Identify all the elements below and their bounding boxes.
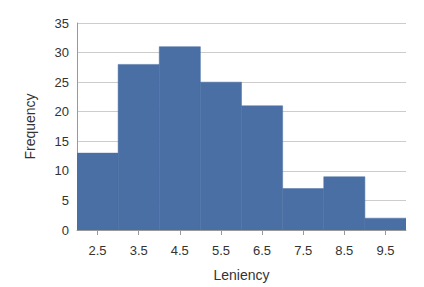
svg-text:0: 0	[62, 223, 69, 238]
svg-text:20: 20	[55, 104, 69, 119]
svg-text:35: 35	[55, 16, 69, 31]
svg-text:25: 25	[55, 75, 69, 90]
svg-text:4.5: 4.5	[171, 243, 189, 258]
svg-text:2.5: 2.5	[89, 243, 107, 258]
svg-text:30: 30	[55, 45, 69, 60]
svg-text:5.5: 5.5	[212, 243, 230, 258]
svg-text:8.5: 8.5	[335, 243, 353, 258]
svg-text:5: 5	[62, 193, 69, 208]
svg-text:15: 15	[55, 134, 69, 149]
svg-text:Frequency: Frequency	[22, 93, 38, 159]
svg-text:7.5: 7.5	[294, 243, 312, 258]
svg-text:3.5: 3.5	[130, 243, 148, 258]
svg-text:6.5: 6.5	[253, 243, 271, 258]
svg-text:10: 10	[55, 163, 69, 178]
svg-text:9.5: 9.5	[376, 243, 394, 258]
svg-text:Leniency: Leniency	[213, 267, 269, 283]
